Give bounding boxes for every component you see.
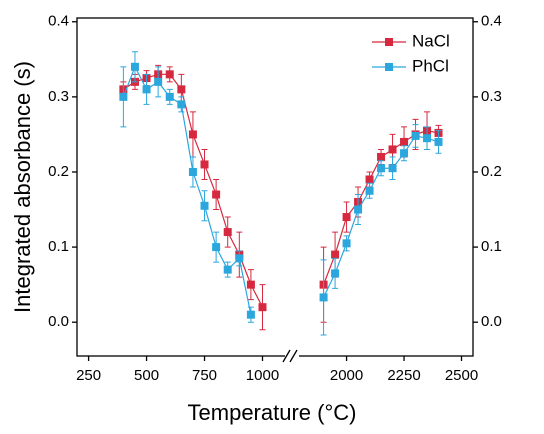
- legend-marker: [385, 63, 393, 71]
- marker: [377, 152, 386, 161]
- y2-tick-label: 0.1: [481, 238, 502, 255]
- marker: [388, 164, 397, 173]
- marker: [154, 77, 163, 86]
- marker: [354, 205, 363, 214]
- marker: [319, 293, 328, 302]
- marker: [258, 303, 267, 312]
- marker: [400, 149, 409, 158]
- series-line: [123, 73, 439, 308]
- marker: [165, 92, 174, 101]
- x-axis-label: Temperature (°C): [188, 400, 357, 425]
- y-tick-label: 0.1: [48, 238, 69, 255]
- marker: [223, 265, 232, 274]
- marker: [235, 254, 244, 263]
- marker: [246, 280, 255, 289]
- y-tick-label: 0.2: [48, 163, 69, 180]
- marker: [223, 228, 232, 237]
- marker: [434, 137, 443, 146]
- y2-tick-label: 0.2: [481, 163, 502, 180]
- marker: [212, 190, 221, 199]
- y-tick-label: 0.3: [48, 88, 69, 105]
- marker: [246, 310, 255, 319]
- marker: [177, 100, 186, 109]
- marker: [188, 167, 197, 176]
- marker: [200, 160, 209, 169]
- y-tick-label: 0.0: [48, 313, 69, 330]
- marker: [411, 131, 420, 140]
- legend-marker: [385, 38, 393, 46]
- legend-label: NaCl: [412, 31, 450, 50]
- marker: [342, 239, 351, 248]
- marker: [377, 164, 386, 173]
- x-tick-label: 2000: [330, 367, 363, 384]
- x-tick-label: 500: [134, 367, 159, 384]
- y2-tick-label: 0.0: [481, 313, 502, 330]
- y-axis-label: Integrated absorbance (s): [10, 61, 35, 313]
- marker: [423, 134, 432, 143]
- marker: [165, 70, 174, 79]
- marker: [142, 85, 151, 94]
- x-tick-label: 2500: [445, 367, 478, 384]
- plot-frame: [76, 17, 474, 357]
- axis-break: [282, 349, 291, 363]
- marker: [331, 269, 340, 278]
- marker: [400, 137, 409, 146]
- marker: [119, 92, 128, 101]
- marker: [365, 175, 374, 184]
- marker: [331, 250, 340, 259]
- marker: [212, 243, 221, 252]
- legend-label: PhCl: [412, 56, 449, 75]
- x-tick-label: 250: [76, 367, 101, 384]
- marker: [188, 130, 197, 139]
- y2-tick-label: 0.4: [481, 13, 502, 30]
- marker: [365, 186, 374, 195]
- x-tick-label: 2250: [387, 367, 420, 384]
- marker: [388, 145, 397, 154]
- x-tick-label: 750: [192, 367, 217, 384]
- y2-tick-label: 0.3: [481, 88, 502, 105]
- marker: [342, 213, 351, 222]
- marker: [200, 201, 209, 210]
- marker: [130, 62, 139, 71]
- marker: [177, 85, 186, 94]
- axis-break: [289, 349, 298, 363]
- y-tick-label: 0.4: [48, 13, 69, 30]
- x-tick-label: 1000: [246, 367, 279, 384]
